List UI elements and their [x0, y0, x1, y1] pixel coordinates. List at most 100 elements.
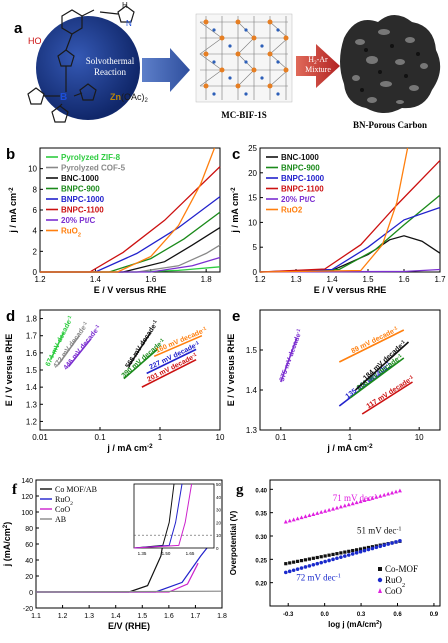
chart-e-tafel: 0.1 1 10 1.3 1.4 1.5 j / mA cm-2 E / V versus R… [226, 309, 441, 454]
oh-label: HO [28, 36, 42, 46]
y-tick-label: 20 [248, 169, 257, 178]
tafel-line [153, 334, 203, 358]
panel-label-g: g [236, 482, 244, 498]
data-point [393, 489, 398, 494]
data-point [334, 505, 339, 510]
data-point [331, 506, 336, 511]
series-line [36, 562, 199, 593]
data-point [339, 551, 343, 555]
series-line [40, 266, 221, 273]
y-axis-label: E / V versus RHE [226, 334, 236, 407]
y-tick-label: 10 [28, 165, 37, 174]
gas-arrow-icon [296, 44, 340, 88]
tafel-line [338, 329, 405, 363]
series-line [259, 159, 441, 273]
data-point [354, 500, 359, 505]
data-point [331, 557, 335, 562]
data-point [319, 560, 324, 565]
y-tick-label: 1.5 [246, 346, 258, 355]
data-point [346, 502, 351, 507]
data-point [358, 547, 363, 551]
panel-label-d: d [6, 308, 16, 325]
y-tick-label: 0 [29, 590, 33, 597]
x-tick-label: 10 [415, 433, 424, 442]
x-tick-label: 0.6 [393, 612, 402, 618]
data-point [339, 555, 343, 559]
x-tick-label: 1.6 [164, 613, 174, 620]
data-point [327, 507, 332, 512]
y-axis-label: Overpotential (V) [229, 510, 238, 575]
x-tick-label: 0.1 [275, 433, 287, 442]
legend-f-label: AB [55, 515, 66, 524]
framework-label: MC-BIF-1S [221, 110, 267, 120]
data-point [374, 545, 379, 550]
y-tick-label: 10 [248, 218, 257, 227]
inset-x-tick-label: 1.65 [186, 551, 195, 556]
schematic-figure: HO H N B Solvothermal Reaction Zn(OAc)2 [27, 1, 441, 130]
y-tick-label: 80 [25, 526, 33, 533]
plot-b: 1.2 1.4 1.6 1.8 0 2 4 6 8 10 E / V versus RHE j / m… [8, 147, 221, 295]
h-label: H [122, 1, 128, 10]
y-tick-label: -20 [23, 606, 33, 613]
n-label: N [126, 19, 132, 28]
y-tick-label: 0.20 [255, 582, 267, 588]
data-point [366, 545, 371, 550]
data-point [382, 492, 387, 497]
data-point [398, 539, 402, 543]
slope-annotation: 72 mV dec-1 [296, 572, 341, 583]
y-tick-label: 8 [33, 185, 38, 194]
series-line [40, 147, 216, 273]
x-tick-label: 1.8 [217, 613, 227, 620]
y-tick-label: 15 [248, 194, 257, 203]
arrow-icon [142, 48, 190, 92]
series-line [40, 244, 221, 273]
inset-frame [133, 483, 215, 549]
inset-y-tick-label: 0 [216, 546, 219, 551]
x-tick-label: 1.5 [137, 613, 147, 620]
y-tick-label: 0.35 [255, 512, 267, 518]
data-point [315, 561, 320, 566]
inset-y-tick-label: 40 [216, 495, 222, 500]
data-point [303, 565, 308, 569]
data-point [311, 556, 315, 560]
data-point [347, 549, 351, 553]
legend-b-label: BNPC-900 [61, 185, 100, 194]
legend-b-label: BNC-1000 [61, 174, 99, 183]
slope-annotation: 375 mV decade-1 [277, 328, 304, 383]
y-tick-label: 0.30 [255, 535, 267, 541]
y-tick-label: 25 [248, 144, 257, 153]
data-point [307, 557, 312, 561]
data-point [366, 547, 371, 552]
inset-y-tick-label: 30 [216, 508, 222, 513]
legend-c-label: BNPC-900 [281, 164, 320, 173]
x-tick-label: 1.7 [434, 275, 446, 284]
data-point [327, 553, 331, 557]
legend-b-label: Pyrolyzed ZIF-8 [61, 153, 121, 162]
x-tick-label: 1.6 [145, 275, 157, 284]
data-point [303, 514, 308, 519]
data-point [350, 552, 355, 556]
data-point [335, 556, 339, 561]
x-tick-label: 1.2 [58, 613, 68, 620]
y-tick-label: 0.25 [255, 558, 267, 564]
slope-annotation: 71 mV dec-1 [333, 493, 378, 504]
framework-image [195, 13, 293, 103]
data-point [370, 546, 375, 551]
x-axis-label: j / mA cm-2 [326, 443, 373, 454]
data-point [295, 559, 300, 563]
inset-y-tick-label: 10 [216, 533, 222, 538]
gas-label-2: Mixture [305, 65, 331, 74]
data-point [386, 542, 390, 546]
data-point [343, 554, 347, 558]
gas-label-1: H2-Ar [308, 55, 328, 66]
chart-c-lsv: 1.2 1.3 1.4 1.5 1.6 1.7 0 5 10 15 20 25 E / V versus… [230, 144, 447, 295]
y-tick-label: 140 [21, 478, 33, 485]
x-axis-label: log j (mA/cm2) [328, 620, 382, 629]
plot-g: -0.3 0.0 0.3 0.6 0.9 0.20 0.25 0.30 0.35 0.40 log … [229, 479, 441, 629]
y-tick-label: 5 [253, 243, 258, 252]
x-tick-label: 1.2 [34, 275, 46, 284]
panel-label-f: f [12, 482, 17, 498]
data-point [343, 550, 347, 554]
plot-c: 1.2 1.3 1.4 1.5 1.6 1.7 0 5 10 15 20 25 E / V versus… [230, 144, 447, 295]
legend-b-label: Pyrolyzed COF-5 [61, 164, 126, 173]
